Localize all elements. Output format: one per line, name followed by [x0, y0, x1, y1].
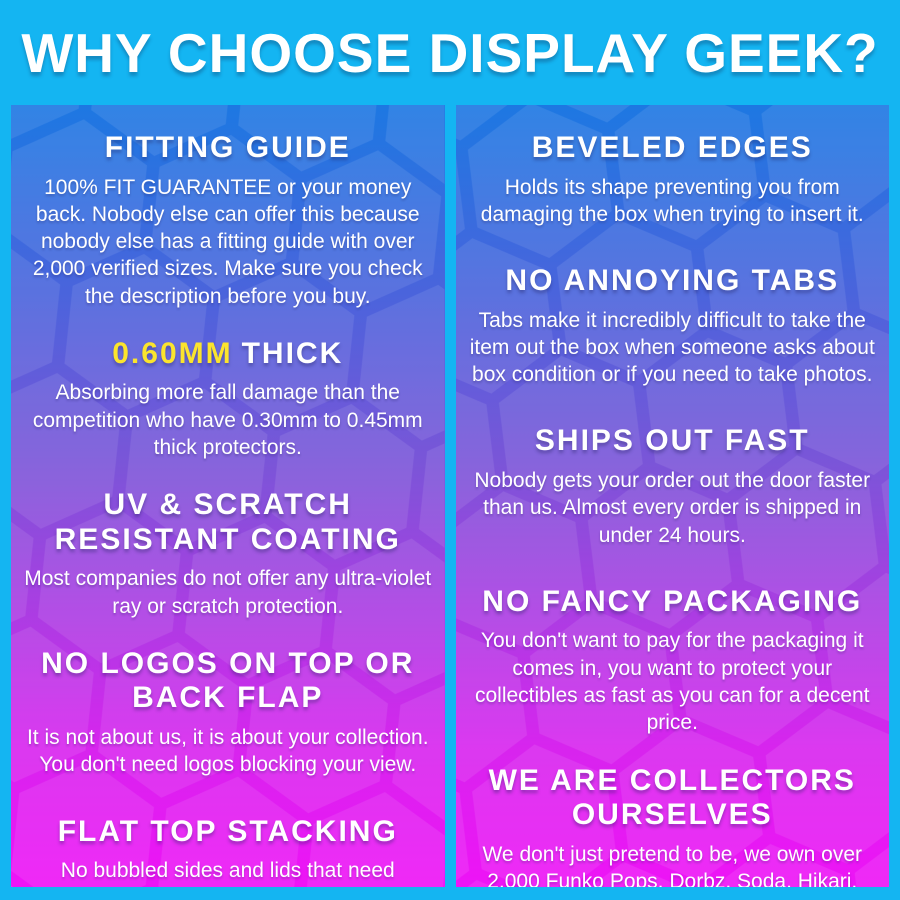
- left-panel-content: FITTING GUIDE 100% FIT GUARANTEE or your…: [11, 105, 445, 887]
- section-heading: 0.60MM THICK: [17, 337, 439, 372]
- section-body: Nobody gets your order out the door fast…: [474, 468, 871, 547]
- section-body: It is not about us, it is about your col…: [26, 725, 429, 777]
- section-uv-scratch-coating: UV & SCRATCH RESISTANT COATING Most comp…: [17, 488, 439, 620]
- section-body: We don't just pretend to be, we own over…: [482, 842, 862, 887]
- section-body: Holds its shape preventing you from dama…: [480, 175, 864, 226]
- section-body: You don't want to pay for the packaging …: [474, 629, 870, 735]
- section-heading: NO FANCY PACKAGING: [482, 584, 863, 618]
- section-heading: FITTING GUIDE: [104, 131, 351, 164]
- section-ships-out-fast: SHIPS OUT FAST Nobody gets your order ou…: [462, 424, 884, 548]
- section-we-are-collectors: WE ARE COLLECTORS OURSELVES We don't jus…: [462, 764, 884, 887]
- hexagon-pattern-decoration: [455, 105, 889, 887]
- section-body: 100% FIT GUARANTEE or your money back. N…: [32, 175, 423, 308]
- section-fitting-guide: FITTING GUIDE 100% FIT GUARANTEE or your…: [17, 131, 439, 310]
- right-panel: BEVELED EDGES Holds its shape preventing…: [455, 105, 890, 887]
- section-body: Most companies do not offer any ultra-vi…: [24, 567, 432, 618]
- section-no-fancy-packaging: NO FANCY PACKAGING You don't want to pay…: [462, 585, 884, 737]
- section-heading: NO ANNOYING TABS: [505, 264, 840, 298]
- right-panel-content: BEVELED EDGES Holds its shape preventing…: [456, 105, 890, 887]
- section-heading: UV & SCRATCH RESISTANT COATING: [54, 488, 401, 556]
- header-banner: WHY CHOOSE DISPLAY GEEK?: [0, 0, 900, 105]
- section-heading: NO LOGOS ON TOP OR BACK FLAP: [41, 646, 415, 715]
- page-title: WHY CHOOSE DISPLAY GEEK?: [21, 21, 879, 84]
- section-thickness: 0.60MM THICK Absorbing more fall damage t…: [17, 337, 439, 461]
- section-body: No bubbled sides and lids that need resh…: [60, 859, 395, 887]
- left-panel: FITTING GUIDE 100% FIT GUARANTEE or your…: [11, 105, 445, 887]
- thickness-rest: THICK: [241, 336, 344, 370]
- section-beveled-edges: BEVELED EDGES Holds its shape preventing…: [462, 131, 884, 228]
- thickness-highlight: 0.60MM: [112, 336, 233, 370]
- section-body: Absorbing more fall damage than the comp…: [32, 381, 423, 460]
- section-heading: WE ARE COLLECTORS OURSELVES: [488, 763, 856, 832]
- section-flat-top-stacking: FLAT TOP STACKING No bubbled sides and l…: [17, 815, 439, 887]
- section-no-logos: NO LOGOS ON TOP OR BACK FLAP It is not a…: [17, 647, 439, 779]
- section-heading: BEVELED EDGES: [531, 131, 813, 164]
- content-columns: FITTING GUIDE 100% FIT GUARANTEE or your…: [11, 105, 889, 887]
- section-body: Tabs make it incredibly difficult to tak…: [469, 308, 875, 387]
- section-heading: SHIPS OUT FAST: [534, 424, 810, 458]
- hexagon-pattern-decoration: [11, 105, 445, 887]
- section-heading: FLAT TOP STACKING: [57, 814, 398, 848]
- section-no-annoying-tabs: NO ANNOYING TABS Tabs make it incredibly…: [462, 264, 884, 388]
